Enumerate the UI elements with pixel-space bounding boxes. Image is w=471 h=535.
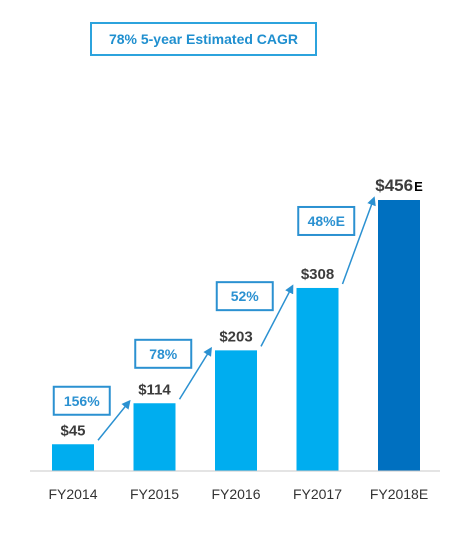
growth-arrow <box>260 284 294 347</box>
growth-box <box>215 281 274 312</box>
bar-fy2014 <box>52 444 94 471</box>
value-label: $203 <box>219 328 252 345</box>
bar-fy2017 <box>296 287 339 471</box>
value-label: $308 <box>301 266 334 283</box>
tick-label: FY2016 <box>211 486 260 502</box>
growth-box <box>297 205 356 236</box>
tick-label: FY2014 <box>48 486 97 502</box>
cagr-label: 78% 5-year Estimated CAGR <box>108 31 299 47</box>
tick-label: FY2017 <box>293 486 342 502</box>
growth-label: 48%E <box>308 213 345 229</box>
growth-label: 52% <box>231 288 260 304</box>
bar-fy2016 <box>215 350 257 471</box>
growth-arrow <box>97 399 131 441</box>
growth-arrow <box>341 196 376 285</box>
value-label: $114 <box>138 381 171 398</box>
bar-fy2018e <box>378 200 420 471</box>
tick-label: FY2015 <box>130 486 179 502</box>
growth-box <box>134 338 193 369</box>
value-label: $456E <box>375 176 423 195</box>
growth-label: 156% <box>64 393 100 409</box>
growth-arrow <box>178 346 212 400</box>
growth-label: 78% <box>149 346 178 362</box>
growth-box <box>52 385 111 416</box>
bar-fy2015 <box>133 403 176 471</box>
value-label: $45 <box>60 422 85 439</box>
estimate-marker: E <box>414 179 423 194</box>
tick-label: FY2018E <box>370 486 428 502</box>
cagr-badge: 78% 5-year Estimated CAGR <box>90 22 317 56</box>
